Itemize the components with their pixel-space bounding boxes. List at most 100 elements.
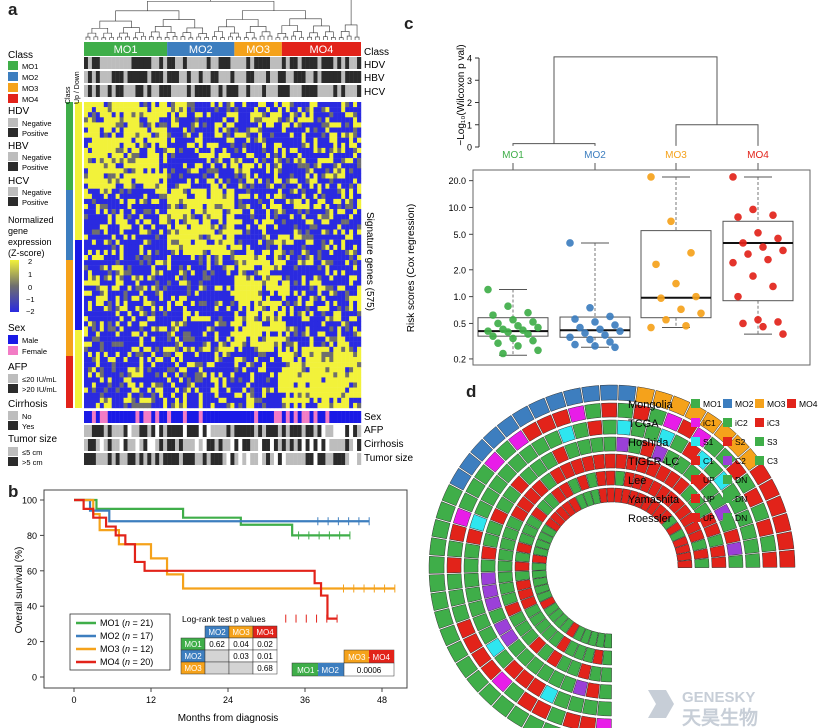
virus-cell xyxy=(127,71,132,83)
heatmap-cell xyxy=(301,137,306,143)
heatmap-cell xyxy=(190,102,195,108)
heatmap-cell xyxy=(115,107,120,113)
heatmap-cell xyxy=(226,214,231,220)
heatmap-cell xyxy=(127,270,132,276)
heatmap-cell xyxy=(95,336,101,342)
heatmap-cell xyxy=(115,198,120,205)
heatmap-cell xyxy=(111,137,116,143)
heatmap-cell xyxy=(111,158,116,164)
heatmap-cell xyxy=(325,260,330,266)
heatmap-cell xyxy=(317,316,322,322)
heatmap-cell xyxy=(99,198,104,205)
virus-cell xyxy=(266,71,271,83)
heatmap-cell xyxy=(242,346,247,353)
virus-cell xyxy=(293,71,298,83)
virus-cell xyxy=(87,71,93,83)
heatmap-cell xyxy=(147,244,152,251)
heatmap-cell xyxy=(269,214,275,220)
heatmap-cell xyxy=(273,214,279,220)
heatmap-cell xyxy=(186,219,192,225)
heatmap-cell xyxy=(182,137,188,143)
heatmap-cell xyxy=(159,132,164,138)
virus-cell xyxy=(99,85,104,97)
heatmap-cell xyxy=(266,341,271,347)
heatmap-cell xyxy=(119,316,124,322)
heatmap-cell xyxy=(99,357,104,363)
heatmap-cell xyxy=(194,300,199,307)
heatmap-cell xyxy=(250,224,255,230)
clinical-cell xyxy=(234,453,239,465)
heatmap-cell xyxy=(246,204,251,210)
heatmap-cell xyxy=(337,147,342,154)
heatmap-cell xyxy=(230,204,235,210)
dendrogram-branch xyxy=(103,32,112,38)
heatmap-cell xyxy=(87,367,93,373)
dendro-group-label-mo4: MO4 xyxy=(747,150,769,161)
heatmap-cell xyxy=(305,397,310,404)
heatmap-cell xyxy=(155,153,160,159)
heatmap-cell xyxy=(115,311,120,317)
virus-cell xyxy=(155,57,160,69)
clinical-cell xyxy=(238,453,243,465)
heatmap-cell xyxy=(111,107,116,113)
heatmap-cell xyxy=(226,260,231,266)
heatmap-cell xyxy=(222,142,227,149)
heatmap-cell xyxy=(167,285,172,291)
heatmap-cell xyxy=(143,147,148,154)
heatmap-cell xyxy=(345,392,350,398)
heatmap-cell xyxy=(226,107,231,113)
heatmap-cell xyxy=(266,331,271,337)
heatmap-cell xyxy=(202,321,207,327)
heatmap-cell xyxy=(182,158,188,164)
heatmap-cell xyxy=(230,351,235,358)
heatmap-cell xyxy=(242,387,247,393)
sex-cell xyxy=(84,411,89,423)
heatmap-cell xyxy=(357,306,362,312)
virus-cell xyxy=(337,85,342,97)
heatmap-cell xyxy=(273,183,279,189)
heatmap-cell xyxy=(210,336,215,342)
virus-cell xyxy=(139,85,144,97)
heatmap-cell xyxy=(305,300,310,307)
heatmap-cell xyxy=(198,285,203,291)
heatmap-cell xyxy=(143,239,148,245)
heatmap-cell xyxy=(357,173,362,179)
virus-cell xyxy=(341,85,346,97)
legend-hbv-neg: Negative xyxy=(22,153,52,162)
heatmap-cell xyxy=(262,316,267,322)
heatmap-cell xyxy=(242,168,247,174)
heatmap-cell xyxy=(357,102,362,108)
heatmap-cell xyxy=(329,249,334,256)
heatmap-cell xyxy=(309,112,314,118)
heatmap-cell xyxy=(234,102,239,108)
heatmap-cell xyxy=(91,153,97,159)
virus-cell xyxy=(254,85,259,97)
heatmap-cell xyxy=(329,392,334,398)
heatmap-cell xyxy=(127,326,132,332)
heatmap-cell xyxy=(337,382,342,388)
heatmap-cell xyxy=(321,336,326,342)
heatmap-cell xyxy=(84,402,89,409)
heatmap-cell xyxy=(87,326,93,332)
heatmap-cell xyxy=(182,117,188,123)
heatmap-cell xyxy=(111,244,116,251)
heatmap-cell xyxy=(95,311,101,317)
heatmap-cell xyxy=(333,275,338,281)
heatmap-cell xyxy=(190,285,195,291)
heatmap-cell xyxy=(143,214,148,220)
heatmap-cell xyxy=(357,387,362,393)
dendrogram-branch xyxy=(115,10,180,22)
virus-cell xyxy=(297,57,302,69)
sex-cell xyxy=(269,411,275,423)
heatmap-cell xyxy=(321,234,326,240)
heatmap-cell xyxy=(186,377,192,383)
sex-cell xyxy=(345,411,350,423)
heatmap-cell xyxy=(210,193,215,200)
heatmap-cell xyxy=(341,275,346,281)
heatmap-cell xyxy=(210,147,215,154)
heatmap-cell xyxy=(266,270,271,276)
heatmap-cell xyxy=(151,331,156,337)
heatmap-cell xyxy=(139,336,144,342)
heatmap-cell xyxy=(202,168,207,174)
heatmap-cell xyxy=(341,382,346,388)
